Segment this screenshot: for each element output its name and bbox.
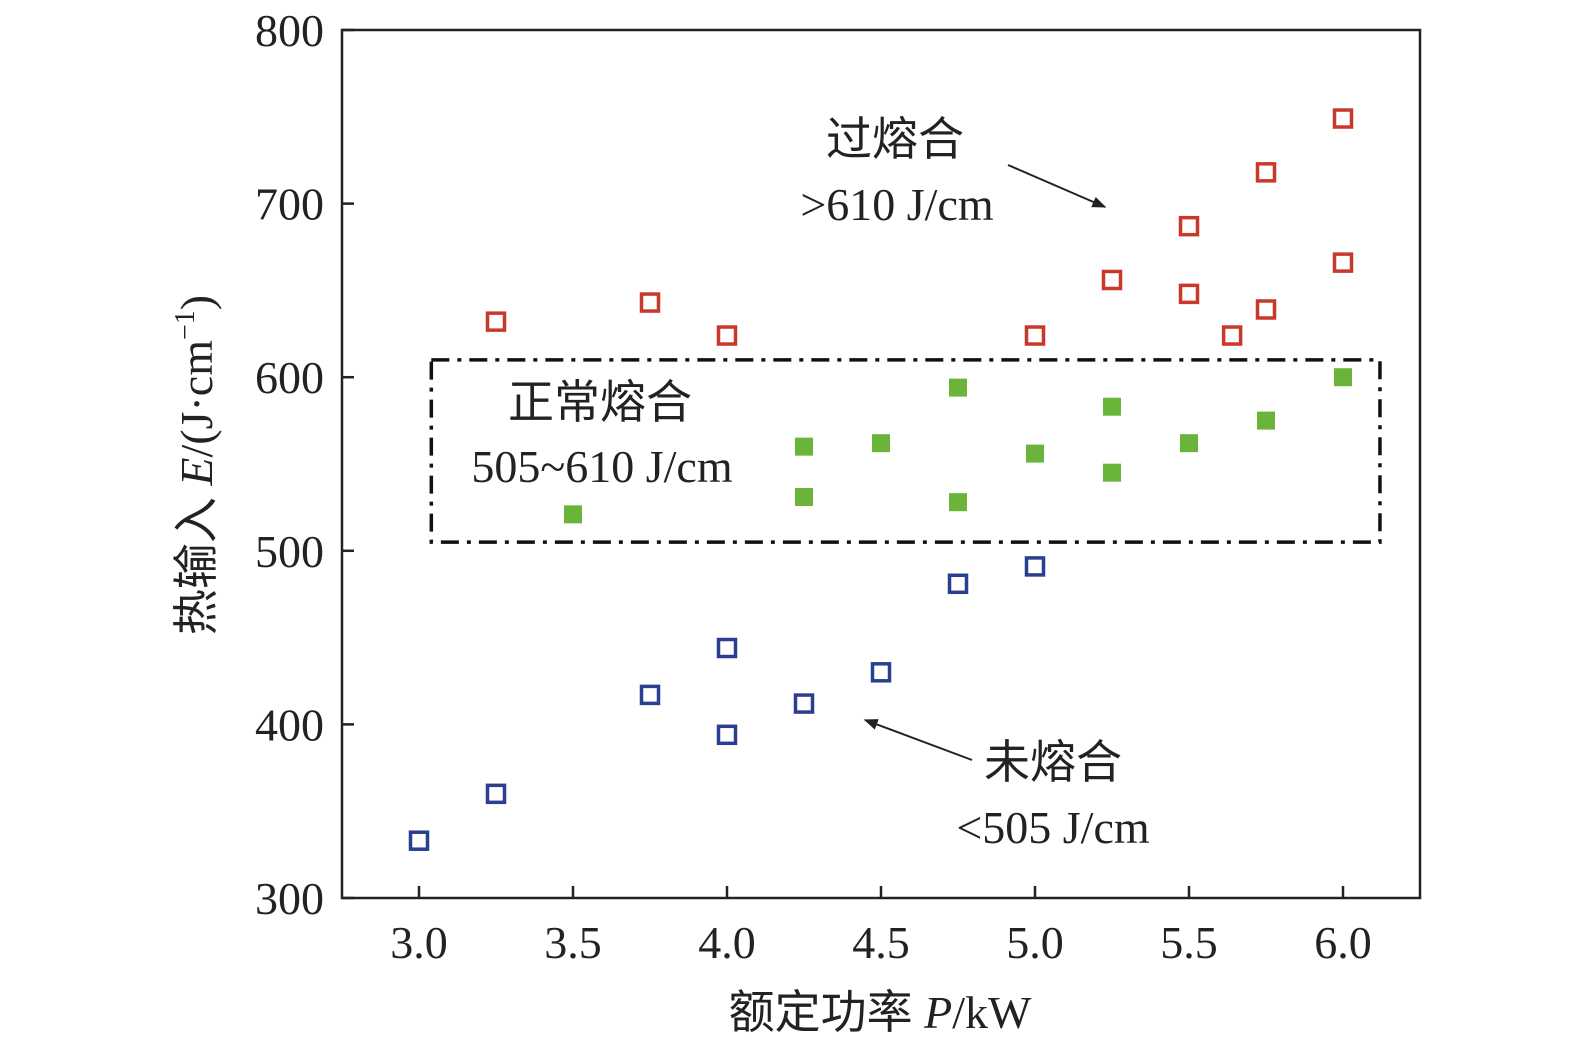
data-point-series-0 — [639, 292, 661, 313]
data-point-series-1 — [1180, 434, 1198, 453]
data-point-series-1 — [1257, 411, 1275, 430]
data-point-series-1 — [1026, 444, 1044, 463]
data-point-series-2 — [485, 783, 507, 805]
y-axis-label: 热输入 E/(J·cm−1) — [170, 295, 222, 635]
y-tick-label: 400 — [255, 699, 324, 750]
annotation-normal-range: 505~610 J/cm — [471, 441, 732, 492]
data-point-series-0 — [1221, 325, 1243, 346]
data-point-series-1 — [1103, 463, 1121, 482]
data-point-series-0 — [485, 311, 507, 332]
annotation-normal-title: 正常熔合 — [508, 377, 692, 428]
annotation-under-range: <505 J/cm — [956, 802, 1150, 853]
data-point-series-0 — [1332, 108, 1354, 129]
data-point-series-1 — [949, 493, 967, 512]
annotation-under-arrow — [863, 719, 973, 761]
data-point-series-2 — [947, 573, 969, 595]
data-point-series-2 — [870, 662, 892, 683]
data-point-series-2 — [716, 724, 738, 746]
data-point-series-0 — [1332, 252, 1354, 273]
data-point-series-1 — [872, 434, 890, 453]
x-axis-label: 额定功率 P/kW — [729, 987, 1032, 1038]
data-point-series-0 — [1178, 283, 1200, 305]
x-tick-label: 3.0 — [390, 917, 448, 968]
x-tick-label: 4.5 — [852, 917, 910, 968]
data-point-series-2 — [793, 693, 815, 714]
y-tick-label: 800 — [255, 5, 324, 56]
x-tick-label: 6.0 — [1314, 917, 1372, 968]
annotation-over-arrow — [1007, 164, 1107, 208]
annotation-under-title: 未熔合 — [984, 737, 1122, 788]
data-point-series-0 — [1178, 215, 1200, 237]
data-point-series-2 — [716, 637, 738, 659]
annotation-over-range: >610 J/cm — [800, 179, 994, 230]
data-point-series-1 — [1334, 368, 1352, 387]
data-point-series-0 — [1101, 269, 1123, 291]
data-point-series-0 — [1255, 299, 1277, 320]
y-tick-label: 300 — [255, 873, 324, 924]
x-tick-label: 3.5 — [544, 917, 602, 968]
x-tick-label: 5.5 — [1160, 917, 1218, 968]
data-point-series-2 — [408, 830, 430, 851]
data-point-series-1 — [1103, 397, 1121, 416]
data-point-series-0 — [1024, 325, 1046, 346]
data-point-series-0 — [1255, 162, 1277, 183]
y-tick-label: 500 — [255, 526, 324, 577]
normal-fusion-region — [429, 358, 1382, 544]
y-tick-label: 700 — [255, 179, 324, 230]
data-point-series-1 — [795, 437, 813, 456]
x-tick-label: 4.0 — [698, 917, 756, 968]
annotation-over-title: 过熔合 — [826, 114, 964, 165]
y-tick-label: 600 — [255, 352, 324, 403]
data-point-series-1 — [564, 505, 582, 524]
data-point-series-0 — [716, 325, 738, 346]
data-point-series-2 — [639, 684, 661, 706]
x-tick-label: 5.0 — [1006, 917, 1064, 968]
data-point-series-1 — [949, 378, 967, 397]
data-point-series-2 — [1024, 556, 1046, 577]
data-point-series-1 — [795, 487, 813, 506]
